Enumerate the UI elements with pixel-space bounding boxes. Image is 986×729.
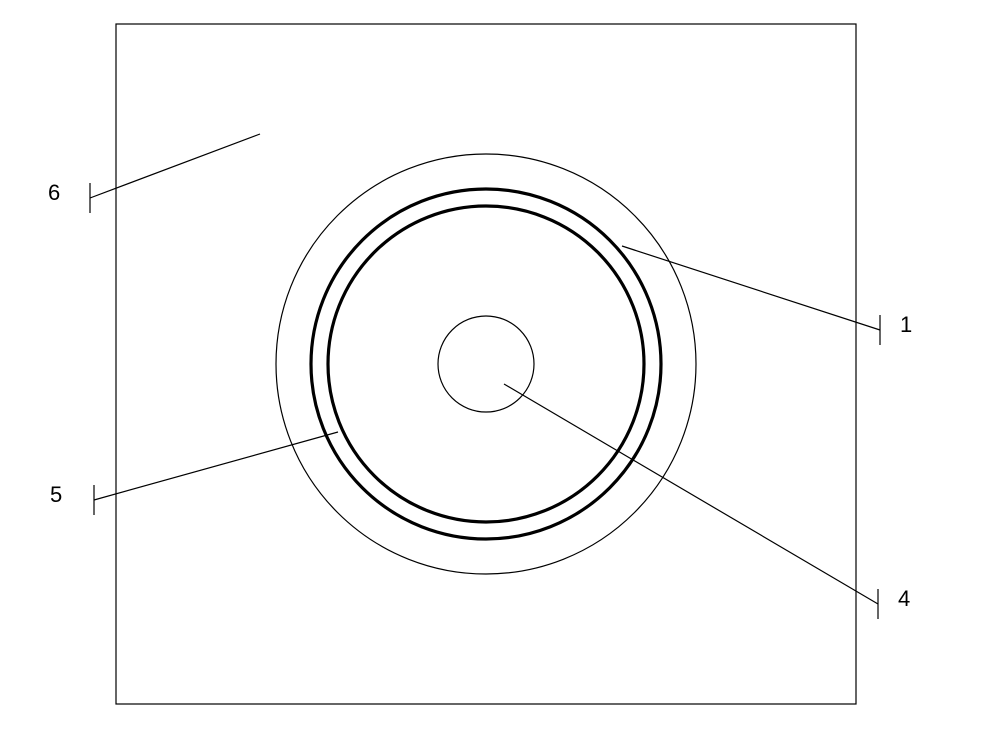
label-6: 6 <box>48 180 60 206</box>
leader-1 <box>622 246 880 330</box>
leader-5 <box>94 432 338 500</box>
leader-4 <box>504 384 878 604</box>
ring-outer <box>311 189 661 539</box>
inner-circle <box>438 316 534 412</box>
ring-inner <box>328 206 644 522</box>
label-5: 5 <box>50 482 62 508</box>
diagram-svg <box>0 0 986 729</box>
diagram-root: { "canvas": { "w": 986, "h": 729, "backg… <box>0 0 986 729</box>
outer-circle <box>276 154 696 574</box>
label-4: 4 <box>898 586 910 612</box>
label-1: 1 <box>900 312 912 338</box>
outer-frame <box>116 24 856 704</box>
